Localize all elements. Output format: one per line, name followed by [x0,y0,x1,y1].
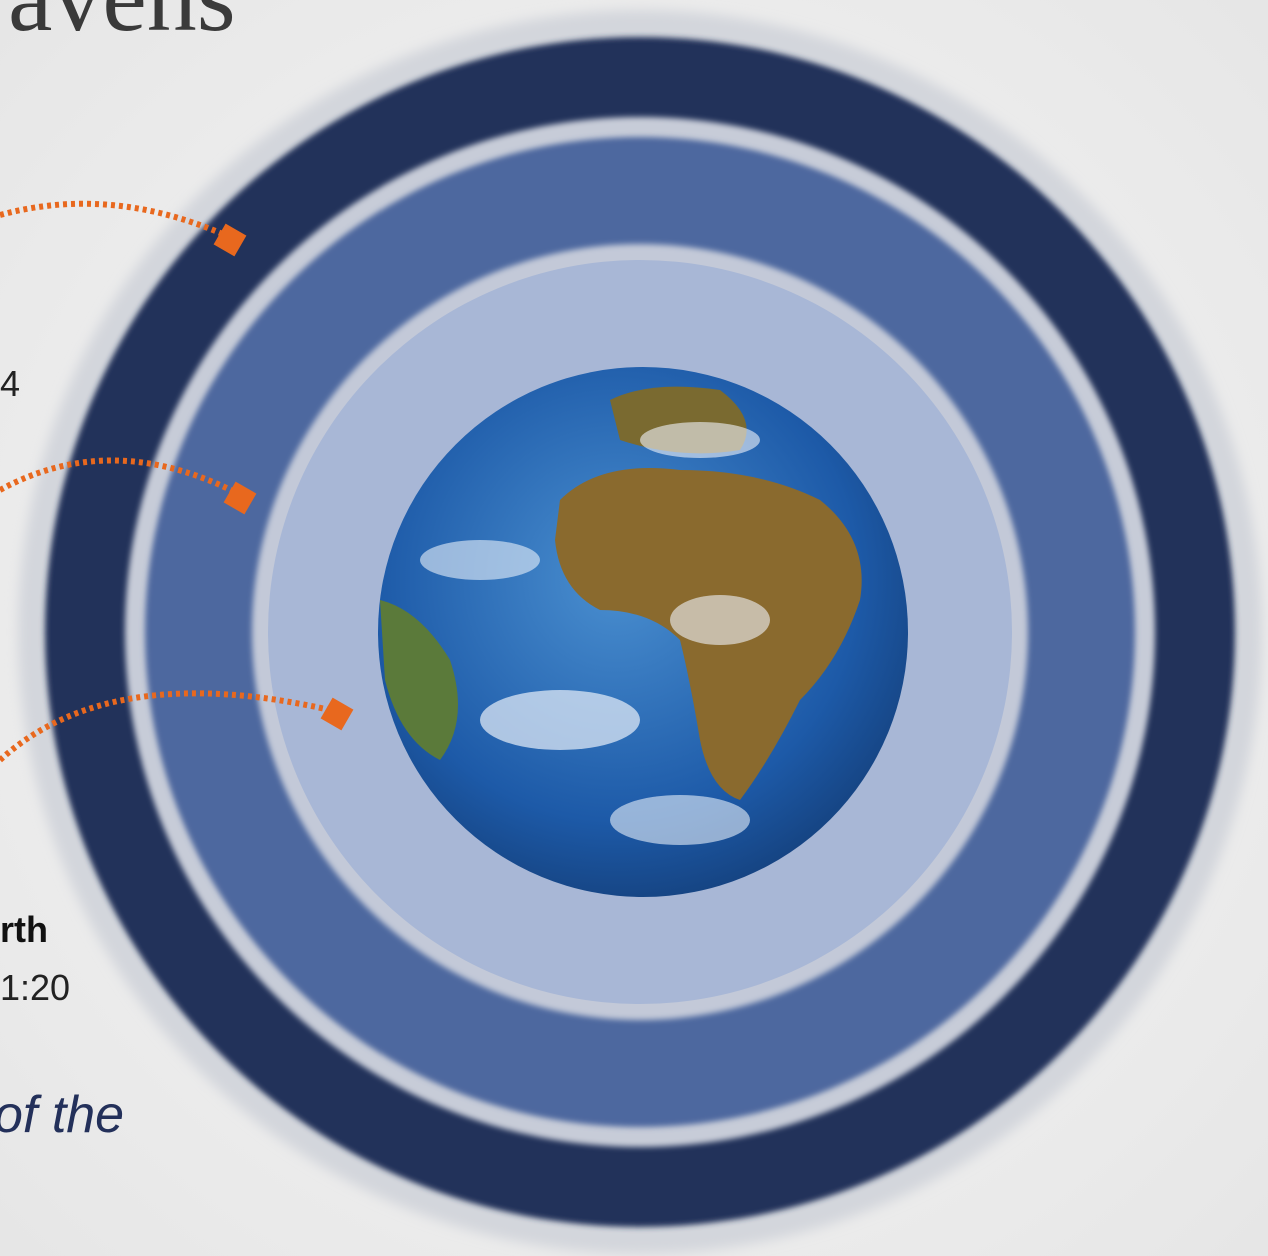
text-fragment: rth [0,909,48,950]
slide: avens 4 rth 1:20 of the [0,0,1268,1256]
text-fragment: 4 [0,363,20,404]
text-fragment: 1:20 [0,967,70,1008]
page: avens 4 rth 1:20 of the (() => { const d… [0,0,1268,1256]
text-fragment: of the [0,1086,124,1144]
earth [378,367,908,897]
title-fragment: avens [8,0,236,52]
